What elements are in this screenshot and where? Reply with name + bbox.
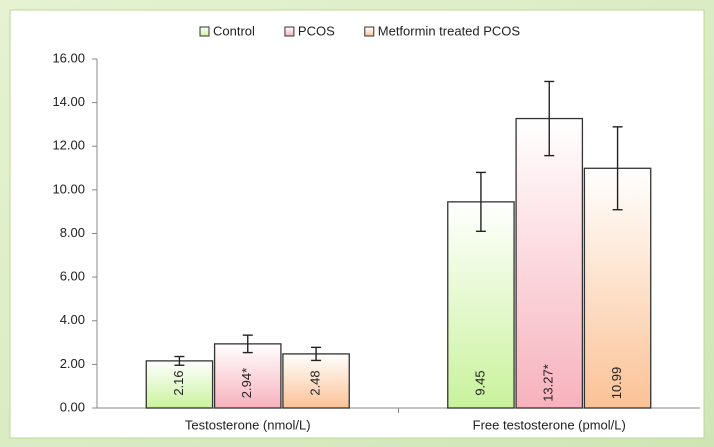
error-bar [311,346,322,362]
error-bar [612,126,623,211]
x-tick-label: Free testosterone (pmol/L) [473,417,626,432]
error-bar [544,80,555,157]
y-tick-label: 0.00 [60,399,85,414]
data-label: 2.94* [239,368,254,398]
y-tick-label: 4.00 [60,312,85,327]
y-tick-label: 2.00 [60,356,85,371]
legend-swatch [364,26,375,37]
legend-label: Metformin treated PCOS [378,23,521,38]
bar [515,117,584,409]
error-bar [475,171,486,233]
error-bar [174,355,185,366]
y-tick-label: 12.00 [52,138,85,153]
legend-label: Control [213,23,255,38]
data-label: 2.16 [171,370,186,395]
data-label: 13.27* [541,364,556,402]
legend-swatch [284,26,295,37]
legend-swatch [199,26,210,37]
error-bar [242,334,253,354]
y-tick-label: 10.00 [52,181,85,196]
x-tick-label: Testosterone (nmol/L) [185,417,311,432]
bar [282,353,350,409]
y-tick-label: 8.00 [60,225,85,240]
y-tick-label: 14.00 [52,94,85,109]
y-tick-label: 6.00 [60,269,85,284]
data-label: 10.99 [609,367,624,400]
y-tick-label: 16.00 [52,50,85,65]
data-label: 2.48 [308,370,323,395]
legend-label: PCOS [298,23,335,38]
data-label: 9.45 [472,370,487,395]
